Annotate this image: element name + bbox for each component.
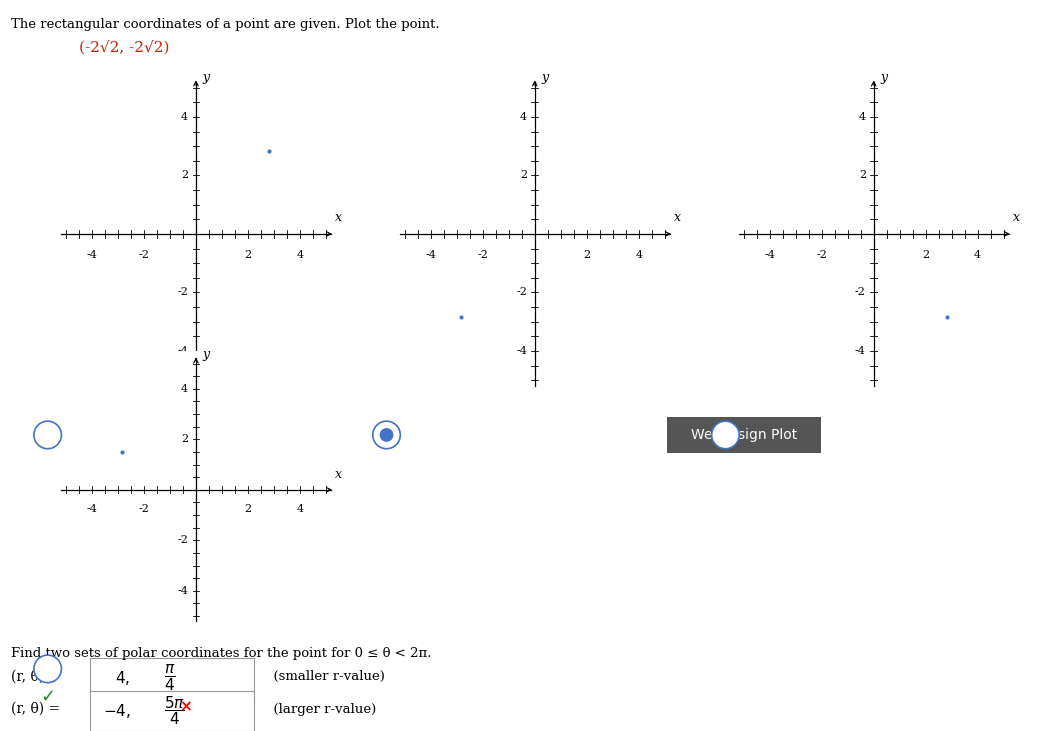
Text: y: y <box>541 71 549 84</box>
Text: -2: -2 <box>177 287 189 298</box>
Text: 2: 2 <box>181 434 189 444</box>
Text: y: y <box>202 348 210 361</box>
Text: -2: -2 <box>816 250 827 260</box>
Text: -2: -2 <box>139 504 149 514</box>
Text: (larger r-value): (larger r-value) <box>265 702 376 716</box>
Text: $-4,$: $-4,$ <box>103 702 131 720</box>
Text: -2: -2 <box>478 250 488 260</box>
Text: 4: 4 <box>297 250 304 260</box>
Text: 2: 2 <box>859 170 866 181</box>
Text: -4: -4 <box>177 346 189 356</box>
Text: 2: 2 <box>181 170 189 181</box>
Text: y: y <box>880 71 887 84</box>
Text: The rectangular coordinates of a point are given. Plot the point.: The rectangular coordinates of a point a… <box>11 18 439 31</box>
Text: 2: 2 <box>520 170 527 181</box>
Text: -4: -4 <box>426 250 436 260</box>
Text: 4: 4 <box>297 504 304 514</box>
Text: -4: -4 <box>855 346 866 356</box>
Text: (-2√2, -2√2): (-2√2, -2√2) <box>79 40 169 55</box>
Text: -4: -4 <box>177 586 189 596</box>
Text: 4: 4 <box>859 112 866 122</box>
Text: 4: 4 <box>520 112 527 122</box>
Text: y: y <box>202 71 210 84</box>
Text: ✓: ✓ <box>40 688 55 705</box>
Text: x: x <box>675 211 681 224</box>
Text: -4: -4 <box>87 250 97 260</box>
Text: 4: 4 <box>635 250 643 260</box>
Text: -4: -4 <box>765 250 775 260</box>
Text: ×: × <box>179 700 192 715</box>
Text: (smaller r-value): (smaller r-value) <box>265 670 384 683</box>
Text: -2: -2 <box>177 535 189 545</box>
Text: -2: -2 <box>516 287 527 298</box>
Text: $\dfrac{\pi}{4}$: $\dfrac{\pi}{4}$ <box>164 663 176 693</box>
Text: -2: -2 <box>139 250 149 260</box>
Text: x: x <box>1013 211 1020 224</box>
Text: x: x <box>336 468 342 481</box>
Text: x: x <box>336 211 342 224</box>
Text: (r, θ) =: (r, θ) = <box>11 702 59 716</box>
Text: (r, θ) =: (r, θ) = <box>11 669 59 683</box>
Text: -4: -4 <box>87 504 97 514</box>
Text: $\dfrac{5\pi}{4}$: $\dfrac{5\pi}{4}$ <box>164 694 185 727</box>
Text: WebAssign Plot: WebAssign Plot <box>690 428 797 442</box>
Text: 4: 4 <box>181 384 189 394</box>
Text: 2: 2 <box>922 250 929 260</box>
Text: 2: 2 <box>245 504 251 514</box>
Text: -2: -2 <box>855 287 866 298</box>
Text: 4: 4 <box>181 112 189 122</box>
Text: 4: 4 <box>974 250 982 260</box>
Text: -4: -4 <box>516 346 527 356</box>
Text: 2: 2 <box>584 250 590 260</box>
Text: $4,$: $4,$ <box>114 669 129 687</box>
Text: 2: 2 <box>245 250 251 260</box>
Text: Find two sets of polar coordinates for the point for 0 ≤ θ < 2π.: Find two sets of polar coordinates for t… <box>11 647 431 660</box>
